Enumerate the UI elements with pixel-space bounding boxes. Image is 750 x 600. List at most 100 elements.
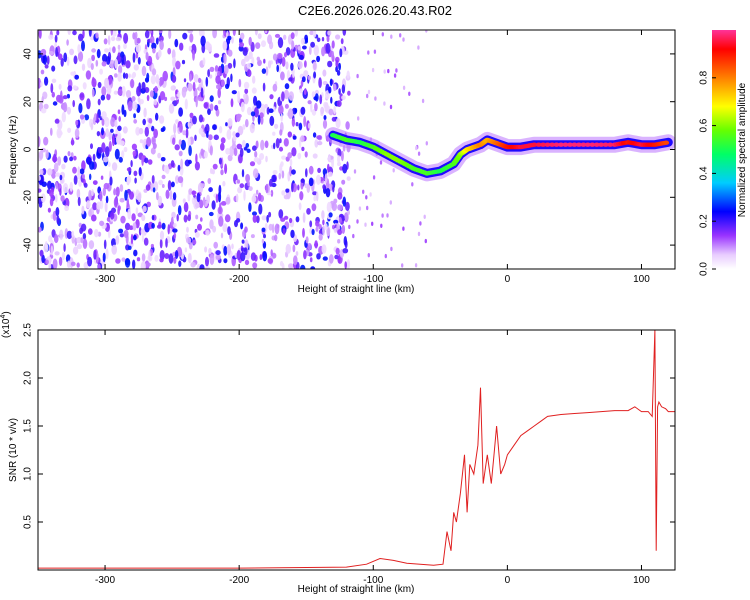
noise-blob <box>63 155 68 163</box>
noise-blob <box>209 219 214 230</box>
noise-blob <box>309 30 314 36</box>
noise-speck <box>415 145 418 151</box>
noise-blob <box>225 148 231 155</box>
noise-blob <box>103 156 109 163</box>
figure-title: C2E6.2026.026.20.43.R02 <box>298 3 452 18</box>
noise-blob <box>39 249 44 257</box>
noise-blob <box>277 37 284 49</box>
noise-blob <box>187 159 192 165</box>
noise-blob <box>305 168 308 178</box>
noise-blob <box>151 222 155 229</box>
noise-blob <box>110 30 113 36</box>
noise-blob <box>307 100 312 105</box>
noise-blob <box>60 195 65 202</box>
noise-blob <box>258 203 263 215</box>
noise-blob <box>290 32 295 40</box>
noise-blob <box>167 224 170 235</box>
noise-blob <box>73 175 78 185</box>
noise-blob <box>239 147 244 158</box>
noise-blob <box>132 259 136 269</box>
noise-blob <box>339 48 343 58</box>
noise-blob <box>141 81 146 91</box>
noise-blob <box>128 245 132 250</box>
noise-blob <box>109 176 113 186</box>
noise-blob <box>207 69 211 78</box>
noise-blob <box>328 86 332 94</box>
noise-blob <box>123 43 127 50</box>
noise-blob <box>246 69 252 77</box>
noise-blob <box>70 71 75 76</box>
noise-blob <box>246 148 251 153</box>
noise-blob <box>300 178 305 183</box>
noise-blob <box>265 183 269 194</box>
noise-blob <box>256 56 260 62</box>
noise-blob <box>218 157 222 165</box>
noise-blob <box>115 36 122 42</box>
noise-blob <box>117 89 123 96</box>
noise-blob <box>316 253 321 260</box>
noise-blob <box>124 258 131 268</box>
noise-blob <box>95 59 99 67</box>
noise-blob <box>293 255 298 266</box>
noise-blob <box>109 59 115 69</box>
noise-blob <box>180 158 184 170</box>
noise-blob <box>194 134 197 141</box>
noise-blob <box>332 83 337 92</box>
noise-blob <box>90 63 94 70</box>
noise-blob <box>333 105 337 115</box>
noise-speck <box>366 93 369 99</box>
noise-blob <box>117 52 121 62</box>
noise-blob <box>306 249 310 257</box>
noise-blob <box>49 189 54 198</box>
noise-speck <box>390 34 393 39</box>
noise-blob <box>91 48 96 53</box>
noise-blob <box>111 36 116 42</box>
noise-blob <box>308 177 314 187</box>
noise-blob <box>236 250 241 261</box>
noise-blob <box>278 105 284 115</box>
noise-blob <box>242 139 246 148</box>
noise-blob <box>341 224 346 234</box>
noise-blob <box>276 64 280 73</box>
noise-blob <box>161 222 166 230</box>
noise-blob <box>88 189 92 201</box>
noise-blob <box>200 148 204 156</box>
noise-blob <box>220 137 226 144</box>
noise-blob <box>198 30 203 37</box>
noise-blob <box>128 73 131 79</box>
noise-blob <box>159 258 164 263</box>
noise-blob <box>114 148 120 160</box>
noise-blob <box>190 261 196 268</box>
noise-blob <box>111 244 117 255</box>
noise-blob <box>189 112 194 119</box>
noise-blob <box>259 153 265 160</box>
noise-blob <box>265 66 269 76</box>
noise-blob <box>172 228 178 233</box>
noise-blob <box>144 30 150 39</box>
noise-blob <box>304 89 307 96</box>
noise-blob <box>281 155 287 160</box>
noise-blob <box>43 103 49 110</box>
y-tick-label: -20 <box>23 190 34 205</box>
snr-x-axis-label: Height of straight line (km) <box>298 584 415 595</box>
noise-blob <box>85 70 92 80</box>
noise-blob <box>333 198 338 204</box>
noise-blob <box>92 180 98 186</box>
noise-blob <box>145 262 151 267</box>
noise-blob <box>83 182 88 188</box>
noise-blob <box>208 74 213 79</box>
noise-blob <box>342 30 347 36</box>
noise-blob <box>269 94 274 100</box>
noise-blob <box>157 152 162 159</box>
noise-blob <box>126 175 132 184</box>
snr-y-axis-label: SNR (10 * v/v) <box>8 418 19 482</box>
noise-speck <box>369 192 372 197</box>
noise-blob <box>40 48 47 56</box>
noise-blob <box>91 214 97 222</box>
noise-blob <box>306 183 311 193</box>
noise-blob <box>170 216 174 227</box>
noise-blob <box>265 155 268 163</box>
noise-blob <box>302 45 307 50</box>
noise-speck <box>389 104 393 110</box>
noise-blob <box>209 66 215 72</box>
